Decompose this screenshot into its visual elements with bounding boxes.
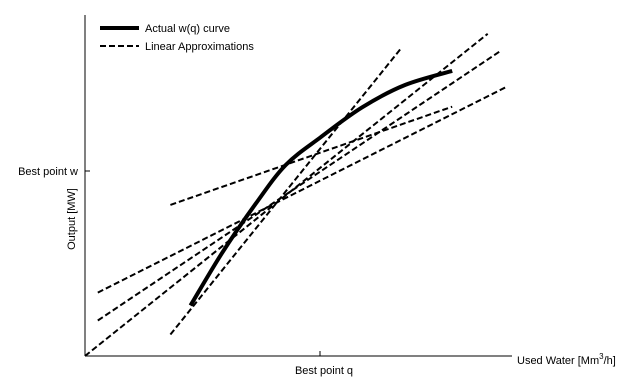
linear-approximation-4 <box>170 105 453 206</box>
actual-w-q-curve <box>188 68 453 307</box>
legend-label-linear: Linear Approximations <box>145 41 254 53</box>
y-tick-label: Best point w <box>18 166 78 178</box>
y-axis-label: Output [MW] <box>66 188 78 250</box>
linear-approximation-5 <box>169 47 402 336</box>
x-axis-label: Used Water [Mm3/h] <box>517 352 616 367</box>
x-axis-label-main: Used Water [Mm <box>517 355 599 367</box>
legend: Actual w(q) curve Linear Approximations <box>100 23 254 53</box>
x-tick-label: Best point q <box>295 365 353 377</box>
plot-marks <box>84 33 507 357</box>
x-axis-label-tail: /h] <box>604 355 616 367</box>
legend-label-actual: Actual w(q) curve <box>145 23 230 35</box>
x-axis-label-sup: 3 <box>599 352 604 361</box>
linear-approximation-3 <box>97 86 507 294</box>
